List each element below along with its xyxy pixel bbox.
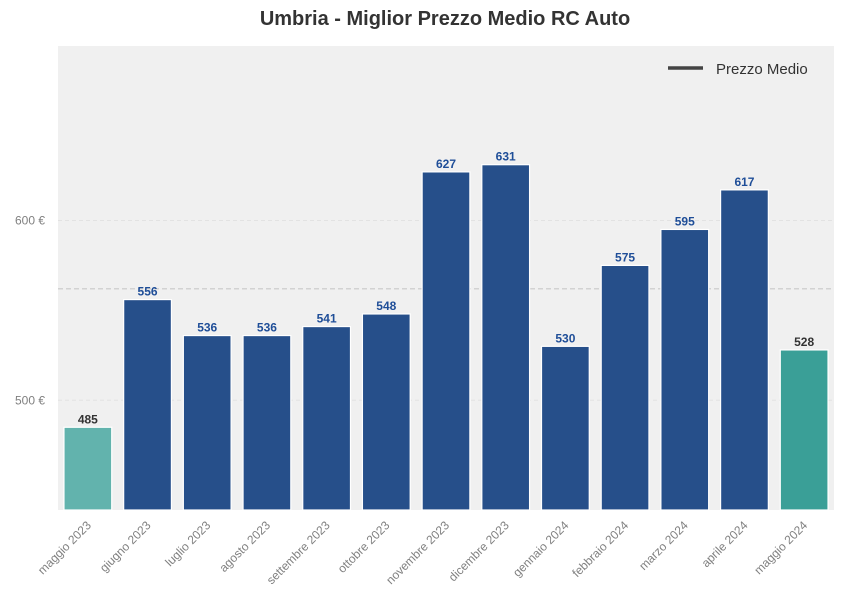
x-tick-label: ottobre 2023 [335, 518, 393, 576]
bar-value-label: 617 [734, 175, 754, 189]
x-tick-label: aprile 2024 [699, 518, 751, 570]
x-axis-ticks: maggio 2023 giugno 2023 luglio 2023 agosto … [35, 518, 811, 587]
bar-value-label: 536 [197, 321, 217, 335]
value-labels: 485 556 536 536 541 548 627 631 530 575 595 617 528 [78, 150, 815, 427]
bar-value-label: 627 [436, 157, 456, 171]
legend-label: Prezzo Medio [716, 61, 808, 78]
y-tick-label: 600 € [15, 213, 45, 227]
bar [63, 426, 113, 511]
bar-value-label: 595 [675, 214, 695, 228]
bar-value-label: 548 [376, 299, 396, 313]
chart-title: Umbria - Miglior Prezzo Medio RC Auto [260, 8, 630, 30]
x-tick-label: marzo 2024 [636, 518, 691, 573]
x-tick-label: febbraio 2024 [569, 518, 631, 580]
bar [481, 164, 531, 511]
bar-value-label: 536 [257, 321, 277, 335]
bar [421, 171, 471, 511]
bar-value-label: 575 [615, 250, 635, 264]
bar [540, 345, 590, 511]
bar-value-label: 528 [794, 335, 814, 349]
x-tick-label: agosto 2023 [216, 518, 273, 575]
bar [182, 334, 232, 511]
x-tick-label: dicembre 2023 [446, 518, 512, 584]
bar [660, 228, 710, 511]
bar-value-label: 485 [78, 412, 98, 426]
y-axis-ticks: 500 € 600 € [15, 213, 45, 407]
bar-value-label: 541 [317, 312, 337, 326]
x-tick-label: luglio 2023 [162, 518, 213, 569]
bar [123, 298, 173, 511]
bar [361, 313, 411, 511]
x-tick-label: gennaio 2024 [510, 518, 572, 580]
bar [719, 189, 769, 511]
x-tick-label: giugno 2023 [97, 518, 154, 575]
x-tick-label: maggio 2023 [35, 518, 94, 577]
bar [600, 264, 650, 511]
x-tick-label: settembre 2023 [264, 518, 333, 587]
bar [302, 325, 352, 511]
bars [63, 164, 829, 511]
x-tick-label: maggio 2024 [751, 518, 810, 577]
bar-value-label: 631 [496, 150, 516, 164]
bar [779, 349, 829, 511]
bar [242, 334, 292, 511]
bar-value-label: 530 [555, 331, 575, 345]
bar-value-label: 556 [138, 285, 158, 299]
legend: Prezzo Medio [668, 61, 808, 78]
y-tick-label: 500 € [15, 393, 45, 407]
x-tick-label: novembre 2023 [383, 518, 452, 587]
